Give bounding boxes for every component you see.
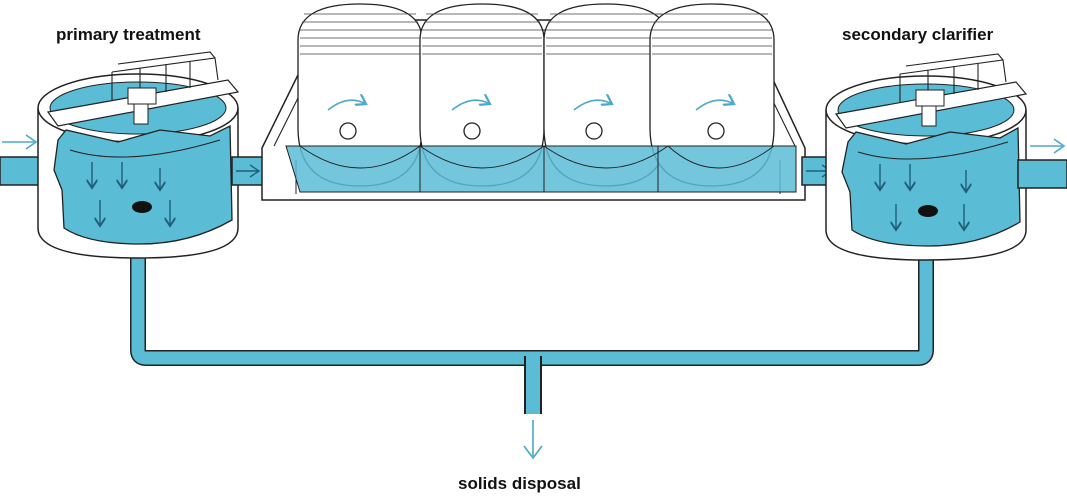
rbc-water — [285, 145, 797, 193]
connector-1-flow-arrow-icon — [236, 164, 261, 178]
primary-treatment-label: primary treatment — [56, 25, 201, 44]
secondary-clarifier-tank — [825, 53, 1028, 261]
secondary-settling-down-arrow-icon — [880, 164, 966, 230]
inlet-flow-arrow-icon — [2, 134, 38, 150]
secondary-clarifier-label: secondary clarifier — [842, 25, 994, 44]
solids-down-arrow-icon — [523, 420, 543, 460]
outlet-pipe — [1017, 159, 1067, 189]
primary-tank — [37, 51, 240, 259]
outlet-flow-arrow-icon — [1030, 138, 1066, 154]
drum-rotation-arrow-icon — [327, 100, 734, 111]
sludge-piping — [130, 250, 934, 414]
primary-settling-down-arrow-icon — [92, 162, 170, 226]
solids-disposal-label: solids disposal — [458, 474, 581, 493]
inlet-pipe — [0, 156, 43, 186]
